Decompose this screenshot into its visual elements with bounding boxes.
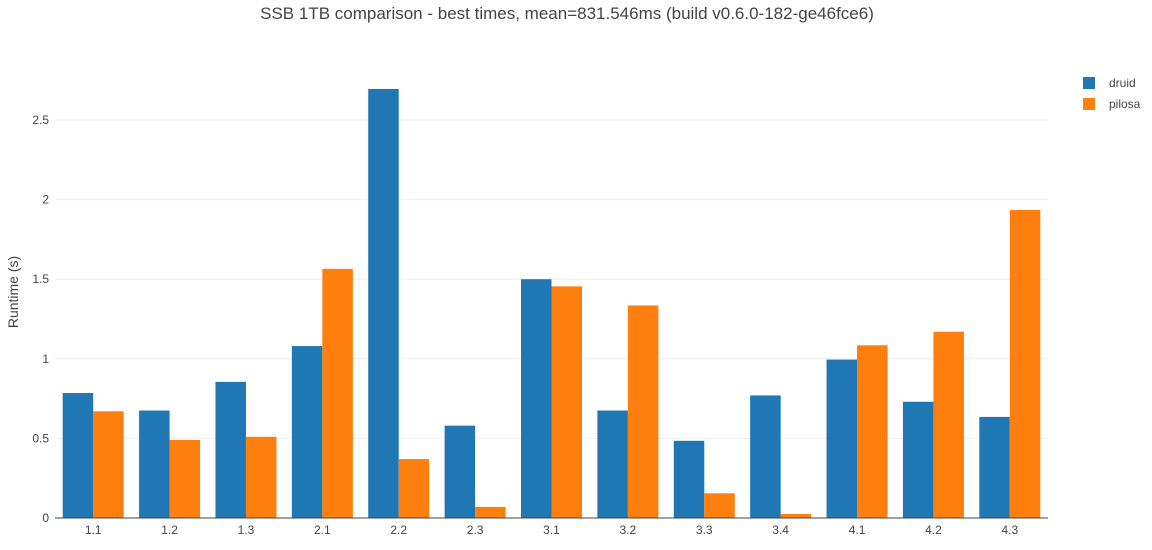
axes: 0 0.5 1 1.5 2 2.5 1.1 1.2 1.3 2.1 2.2 2.3 3.1 3.2 3.3 3… xyxy=(32,113,1048,537)
y-tick-label: 0 xyxy=(42,511,49,525)
y-tick-label: 0.5 xyxy=(32,431,49,445)
bar-pilosa-1.2[interactable] xyxy=(169,439,201,518)
bar-pilosa-1.3[interactable] xyxy=(245,436,277,518)
y-tick-label: 1.5 xyxy=(32,272,49,286)
bar-druid-4.1[interactable] xyxy=(826,359,858,518)
y-tick-label: 1 xyxy=(42,352,49,366)
legend-label-druid[interactable]: druid xyxy=(1109,76,1136,90)
bar-pilosa-2.3[interactable] xyxy=(475,506,506,518)
bar-pilosa-3.1[interactable] xyxy=(551,286,583,518)
bar-pilosa-4.1[interactable] xyxy=(857,345,888,518)
x-tick-label: 4.2 xyxy=(925,523,942,537)
y-tick-label: 2.5 xyxy=(32,113,49,127)
legend-swatch-druid[interactable] xyxy=(1083,77,1095,89)
bar-druid-2.3[interactable] xyxy=(444,425,476,518)
bar-druid-1.1[interactable] xyxy=(62,393,94,518)
legend-label-pilosa[interactable]: pilosa xyxy=(1109,97,1141,111)
bar-pilosa-2.1[interactable] xyxy=(322,268,353,518)
x-tick-label: 3.1 xyxy=(543,523,560,537)
bar-druid-3.4[interactable] xyxy=(750,395,781,518)
x-tick-label: 1.3 xyxy=(238,523,255,537)
bar-druid-4.2[interactable] xyxy=(902,401,934,518)
y-tick-label: 2 xyxy=(42,193,49,207)
x-tick-label: 3.2 xyxy=(620,523,637,537)
x-tick-label: 2.1 xyxy=(314,523,331,537)
legend-swatch-pilosa[interactable] xyxy=(1083,98,1095,110)
x-tick-label: 4.3 xyxy=(1001,523,1018,537)
bar-druid-1.2[interactable] xyxy=(139,410,170,518)
bar-pilosa-1.1[interactable] xyxy=(93,411,124,518)
bar-pilosa-2.2[interactable] xyxy=(398,459,430,518)
y-axis-title: Runtime (s) xyxy=(5,256,21,328)
x-tick-label: 3.3 xyxy=(696,523,713,537)
bar-druid-2.2[interactable] xyxy=(368,88,399,519)
x-tick-label: 2.3 xyxy=(467,523,484,537)
x-tick-label: 3.4 xyxy=(772,523,789,537)
chart-title: SSB 1TB comparison - best times, mean=83… xyxy=(260,4,874,23)
bar-pilosa-4.2[interactable] xyxy=(933,331,964,518)
legend: druid pilosa xyxy=(1083,76,1141,111)
bar-druid-2.1[interactable] xyxy=(291,346,323,518)
x-tick-label: 1.2 xyxy=(161,523,178,537)
bar-druid-3.1[interactable] xyxy=(521,279,552,518)
bar-pilosa-4.3[interactable] xyxy=(1009,209,1041,518)
x-tick-label: 2.2 xyxy=(390,523,407,537)
bar-druid-4.3[interactable] xyxy=(979,416,1010,518)
x-tick-label: 4.1 xyxy=(849,523,866,537)
bar-pilosa-3.3[interactable] xyxy=(704,493,735,518)
bar-pilosa-3.2[interactable] xyxy=(627,305,659,518)
bar-druid-3.3[interactable] xyxy=(673,440,705,518)
bar-druid-3.2[interactable] xyxy=(597,410,628,518)
x-tick-label: 1.1 xyxy=(85,523,102,537)
bars-group xyxy=(62,88,1041,519)
bar-pilosa-3.4[interactable] xyxy=(780,514,812,518)
bar-druid-1.3[interactable] xyxy=(215,381,246,518)
